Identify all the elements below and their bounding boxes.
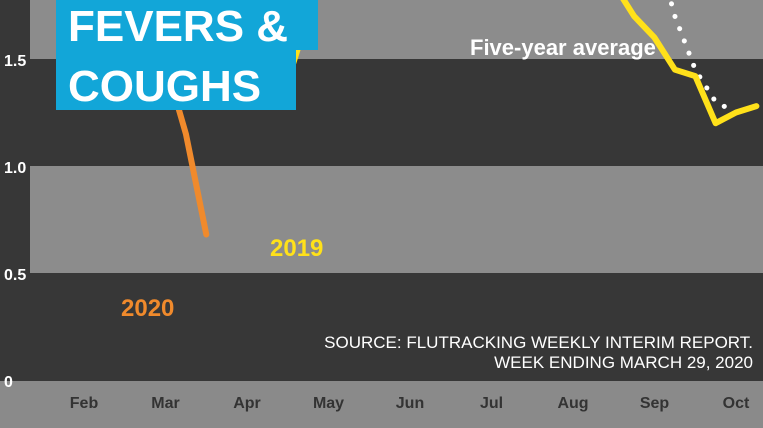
title-box bbox=[56, 50, 296, 110]
x-tick-label: Oct bbox=[723, 395, 750, 412]
y-tick-label: 1.5 bbox=[4, 53, 26, 70]
x-axis-tick-labels: Feb Mar Apr May Jun Jul Aug Sep Oct bbox=[70, 395, 750, 412]
x-tick-label: Jul bbox=[480, 395, 503, 412]
x-tick-label: Sep bbox=[640, 395, 670, 412]
x-tick-label: May bbox=[313, 395, 344, 412]
x-tick-label: Mar bbox=[151, 395, 179, 412]
x-tick-label: Jun bbox=[396, 395, 424, 412]
source-note-line-1: SOURCE: FLUTRACKING WEEKLY INTERIM REPOR… bbox=[324, 333, 753, 352]
title-line: COUGHS bbox=[68, 62, 261, 111]
y-tick-label: 0 bbox=[4, 374, 13, 391]
series-label-five-year-average: Five-year average bbox=[470, 35, 656, 60]
source-note-line-2: WEEK ENDING MARCH 29, 2020 bbox=[494, 353, 753, 372]
grid-band bbox=[30, 166, 763, 273]
y-tick-label: 0.5 bbox=[4, 267, 26, 284]
x-axis-band bbox=[0, 381, 763, 428]
chart-title: FEVERS & COUGHS bbox=[56, 0, 318, 111]
series-label-2019: 2019 bbox=[270, 235, 323, 262]
series-label-2020: 2020 bbox=[121, 295, 174, 322]
x-tick-label: Feb bbox=[70, 395, 99, 412]
series-line-2019 bbox=[246, 0, 760, 127]
x-tick-label: Aug bbox=[557, 395, 588, 412]
y-tick-label: 1.0 bbox=[4, 160, 26, 177]
title-box bbox=[56, 0, 318, 50]
title-line: FEVERS & bbox=[68, 2, 288, 51]
x-tick-label: Apr bbox=[233, 395, 261, 412]
y-axis-tick-labels: 00.51.01.52.02.53.03.5 bbox=[4, 53, 26, 391]
